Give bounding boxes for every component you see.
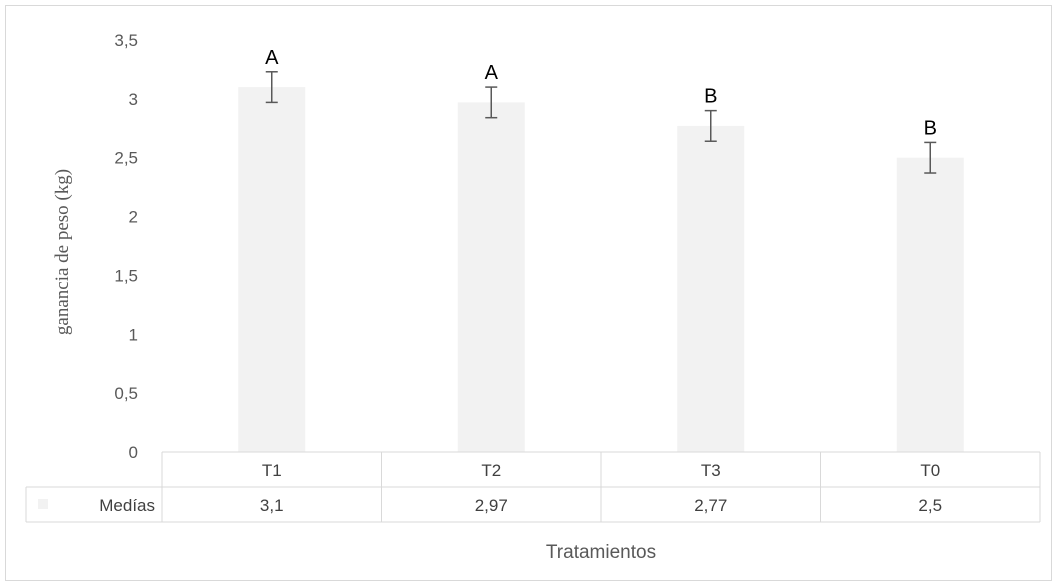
chart-frame [5,5,1052,581]
bar-t3 [677,125,745,452]
y-tick-label: 2,5 [114,149,138,168]
y-tick-label: 1 [129,325,138,344]
significance-letter: A [265,47,279,69]
x-tick-label: T0 [920,461,940,480]
significance-letter: B [924,117,937,139]
y-tick-label: 2 [129,208,138,227]
table-value-cell: 2,77 [694,496,727,515]
y-tick-label: 3 [129,90,138,109]
bar-t1 [238,87,306,452]
x-tick-label: T2 [481,461,501,480]
legend-series-name: Medías [99,496,155,515]
significance-letter: B [704,86,717,108]
y-tick-label: 0,5 [114,384,138,403]
table-value-cell: 2,5 [918,496,942,515]
table-value-cell: 3,1 [260,496,284,515]
y-tick-label: 0 [129,443,138,462]
significance-letter: A [485,62,499,84]
bar-t2 [457,102,525,452]
y-axis-title: ganancia de peso (kg) [52,169,73,335]
y-tick-label: 3,5 [114,31,138,50]
y-tick-label: 1,5 [114,266,138,285]
x-axis-title: Tratamientos [546,542,656,563]
x-tick-label: T3 [701,461,721,480]
bar-t0 [896,157,964,452]
x-tick-label: T1 [262,461,282,480]
legend-key [38,499,48,509]
table-value-cell: 2,97 [475,496,508,515]
